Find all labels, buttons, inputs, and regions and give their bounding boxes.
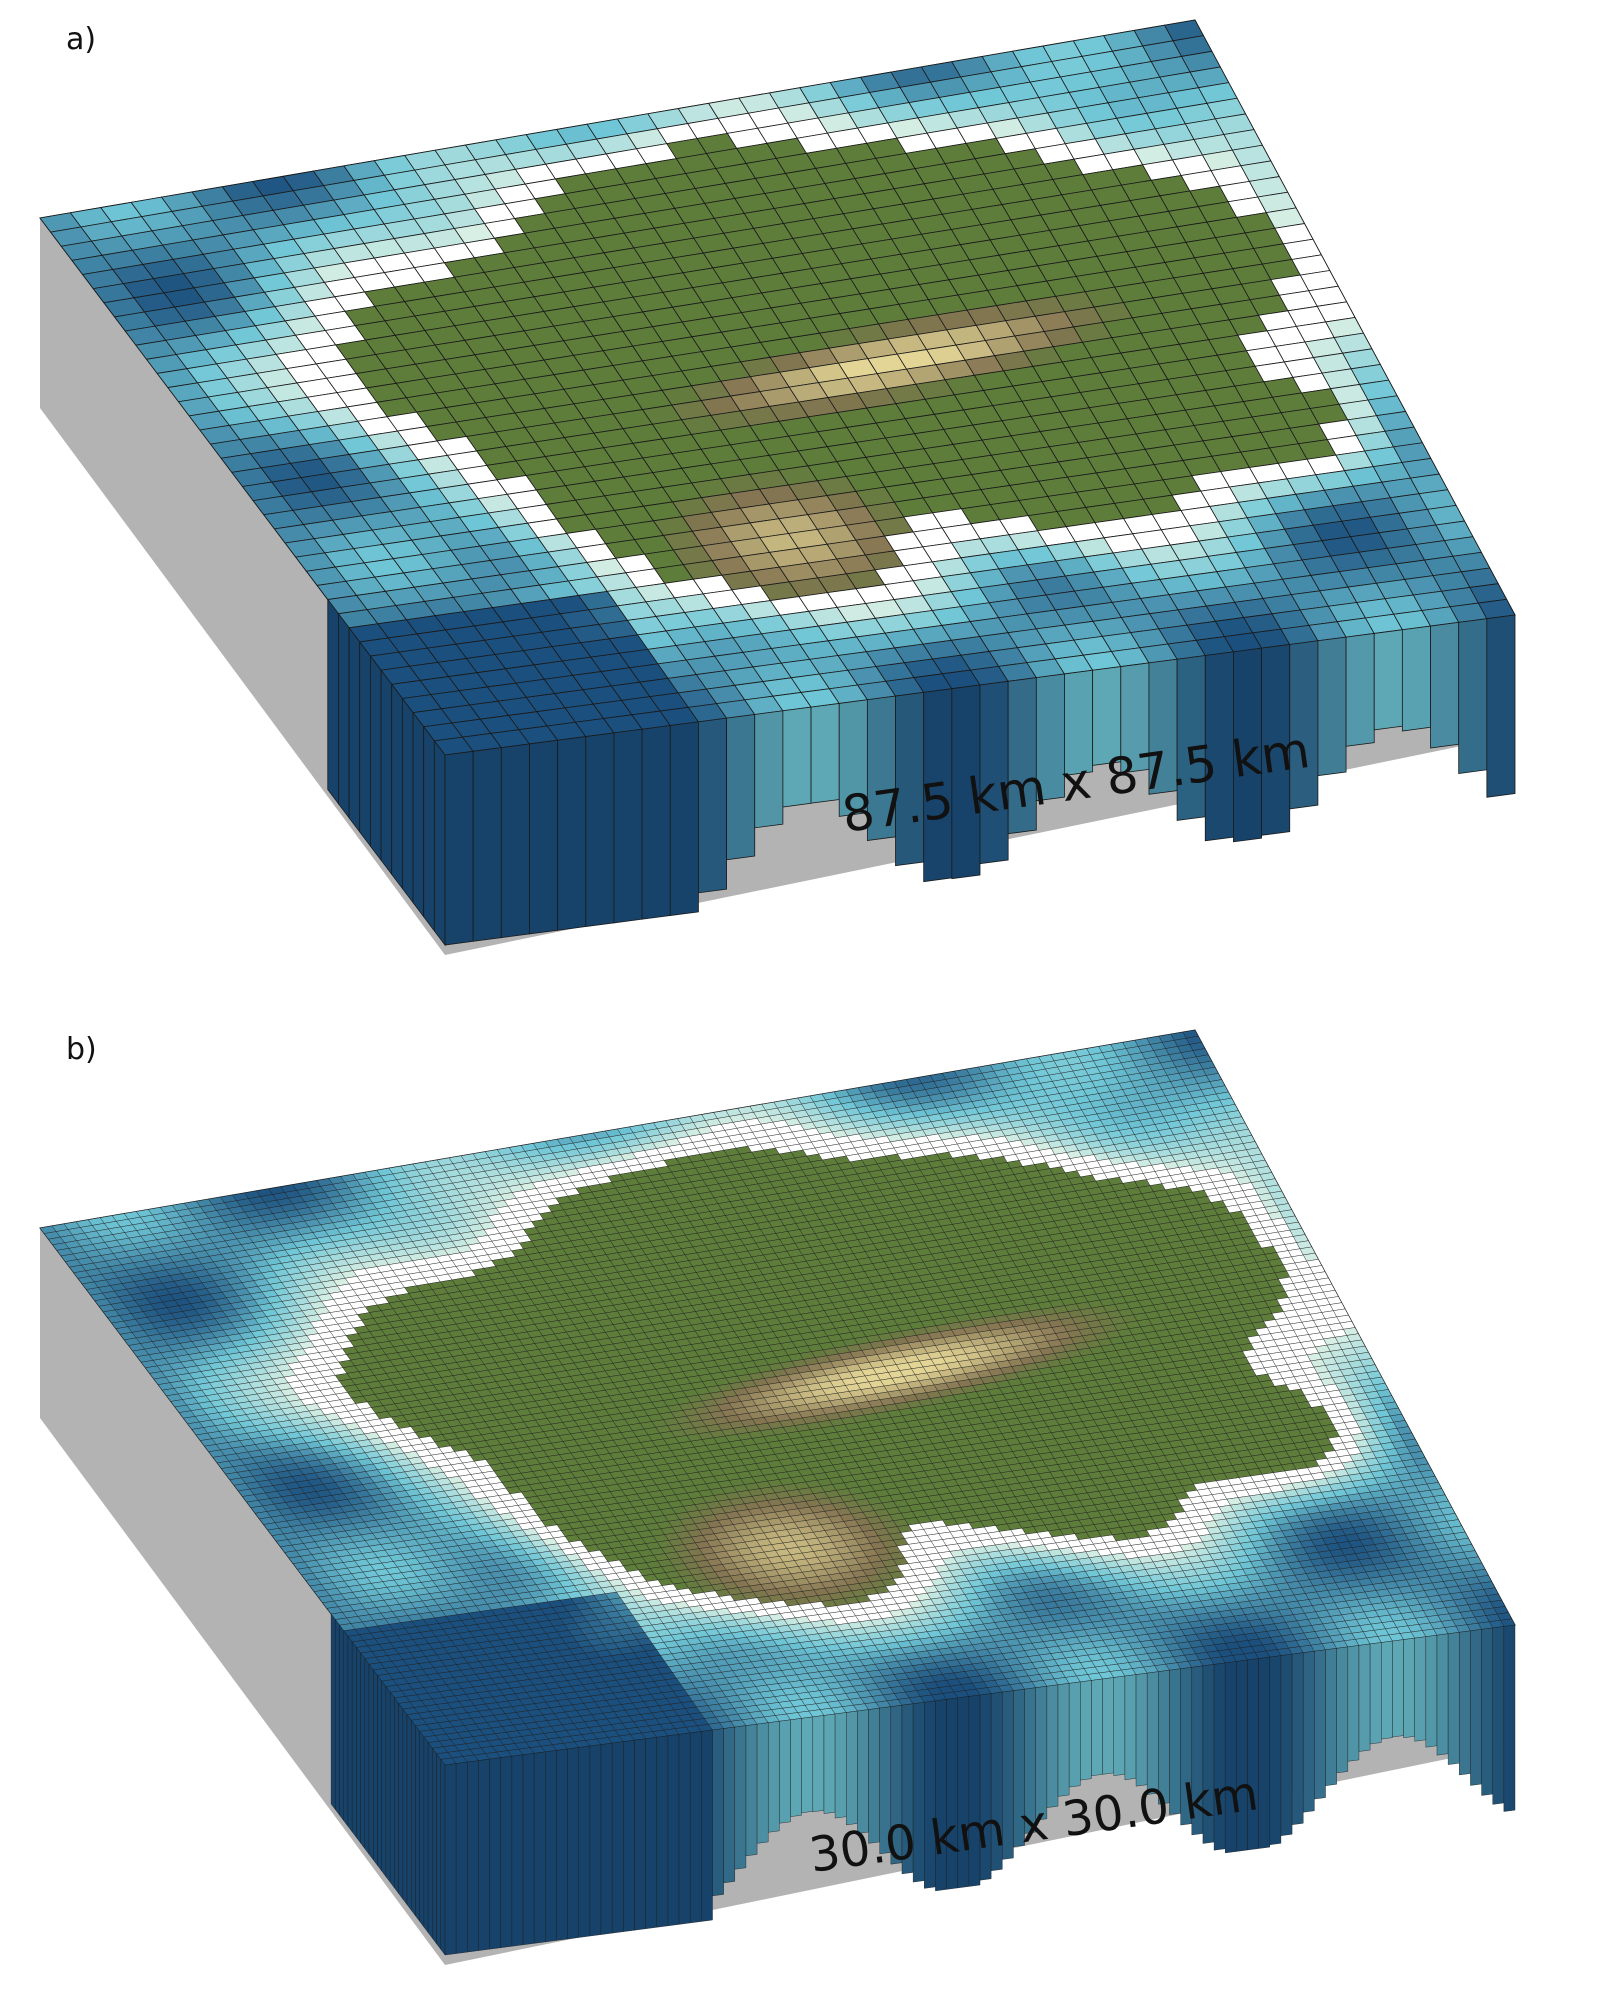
panel-a: a) 87.5 km x 87.5 km [0, 0, 1622, 1000]
ocean-column [1345, 632, 1375, 747]
ocean-column [1430, 621, 1460, 749]
ocean-column [380, 669, 393, 876]
ocean-column [338, 612, 350, 820]
panel-b: b) 30.0 km x 30.0 km [0, 1010, 1622, 2009]
ocean-column [557, 736, 587, 931]
ocean-column [1289, 640, 1319, 810]
ocean-column [1458, 618, 1488, 774]
ocean-column [1233, 647, 1262, 843]
ocean-column [369, 654, 382, 862]
ocean-column [669, 721, 699, 916]
ocean-column [359, 640, 371, 848]
ocean-column [1035, 673, 1065, 802]
ocean-column [423, 725, 435, 933]
ocean-column [951, 684, 981, 880]
terrain-grid [39, 1029, 1516, 1766]
ocean-column [401, 697, 414, 904]
ocean-column [348, 626, 361, 834]
ocean-column [726, 714, 756, 861]
terrain-block-diagram-a: 87.5 km x 87.5 km [39, 19, 1516, 955]
terrain-grid [39, 19, 1516, 756]
ocean-column [754, 710, 784, 829]
panel-label-a: a) [66, 22, 97, 57]
terrain-columns [327, 598, 1516, 947]
ocean-column [1261, 644, 1291, 836]
ocean-column [810, 702, 840, 804]
ocean-column [1373, 629, 1403, 731]
ocean-column [1007, 677, 1037, 835]
terrain-block-diagram-b: 30.0 km x 30.0 km [39, 1029, 1516, 1965]
ocean-column [1401, 625, 1431, 732]
ocean-column [1317, 636, 1347, 777]
ocean-column [782, 706, 812, 808]
ocean-column [641, 725, 671, 920]
ocean-column [698, 717, 727, 894]
ocean-column [1486, 614, 1516, 798]
ocean-column [433, 739, 446, 947]
ocean-column [472, 747, 502, 942]
panel-label-b: b) [66, 1032, 97, 1067]
ocean-column [391, 683, 403, 890]
ocean-column [1064, 669, 1094, 776]
ocean-column [613, 728, 643, 924]
ocean-column [444, 750, 474, 946]
ocean-column [529, 739, 559, 935]
ocean-column [979, 680, 1009, 865]
ocean-column [585, 732, 615, 928]
ocean-column [412, 711, 425, 918]
ocean-column [500, 743, 530, 939]
ocean-column [327, 598, 339, 805]
